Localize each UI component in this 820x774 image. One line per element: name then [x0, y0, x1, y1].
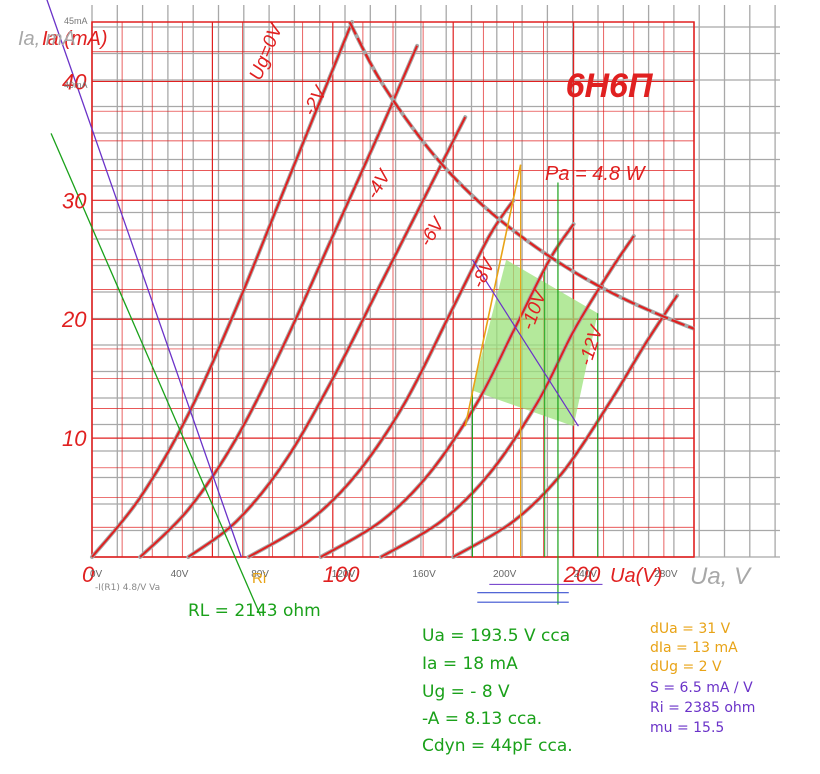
- dissipation-curve: [348, 21, 695, 330]
- operating-region: [472, 259, 598, 427]
- anode-curve-2: [187, 116, 467, 558]
- anode-curve-5: [380, 235, 635, 558]
- small-legend: -I(R1) 4.8/V Va: [95, 583, 160, 593]
- anode-curve-1: [139, 45, 418, 558]
- red-y-tick: 10: [62, 426, 87, 451]
- red-grid: [91, 21, 695, 558]
- gray-x-axis-label: Ua, V: [690, 563, 752, 590]
- chart-title: 6Н6П: [566, 67, 654, 105]
- load-line: [50, 133, 262, 617]
- curve-label-0: Ug=0V: [246, 19, 288, 83]
- gray-y-tick: 40mA: [64, 80, 88, 90]
- anode-curve-4: [320, 223, 575, 558]
- delta-ug-note: dUg = 2 V: [650, 659, 722, 675]
- ri-label: Ri: [252, 570, 266, 587]
- orange-slope-line: [464, 164, 522, 427]
- anode-curve-gray-2: [186, 115, 468, 559]
- purple-slope-line: [471, 259, 579, 427]
- dissipation-label: Pa = 4.8 W: [545, 163, 647, 185]
- anode-current-note: Ia = 18 mA: [422, 654, 518, 674]
- load-lines-layer: [46, 0, 603, 617]
- gray-x-tick: 80V: [251, 569, 269, 580]
- red-y-tick: 20: [61, 307, 87, 332]
- transconductance-note: S = 6.5 mA / V: [650, 680, 753, 696]
- red-x-tick: 0: [82, 562, 95, 587]
- anode-curve-3: [248, 199, 515, 558]
- gray-x-tick: 280V: [654, 569, 678, 580]
- anode-curve-6: [452, 294, 678, 558]
- internal-resistance-note: Ri = 2385 ohm: [650, 700, 756, 716]
- delta-ua-note: dUa = 31 V: [650, 621, 731, 637]
- gray-x-tick: 160V: [412, 569, 436, 580]
- anode-curve-gray-1: [138, 43, 420, 559]
- gray-x-tick: 120V: [332, 569, 356, 580]
- red-y-tick: 40: [62, 69, 87, 94]
- plot-frame: [91, 21, 695, 558]
- gray-x-tick: 240V: [574, 569, 598, 580]
- cdyn-note: Cdyn = 44pF cca.: [422, 736, 573, 756]
- gray-grid: [91, 5, 780, 558]
- y-axis-label: Ia (mA): [42, 28, 108, 50]
- gray-y-tick: 45mA: [64, 16, 88, 26]
- anode-curve-0: [91, 21, 353, 558]
- red-x-tick: 200: [563, 562, 601, 587]
- gray-x-tick: 0V: [90, 569, 103, 580]
- grid-voltage-note: Ug = - 8 V: [422, 682, 510, 702]
- gain-note: -A = 8.13 cca.: [422, 709, 543, 729]
- load-resistance-note: RL = 2143 ohm: [188, 601, 321, 621]
- gray-x-tick: 200V: [493, 569, 517, 580]
- x-axis-label: Ua(V): [610, 565, 662, 587]
- red-x-tick: 100: [323, 562, 360, 587]
- amplification-factor-note: mu = 15.5: [650, 720, 725, 736]
- anode-voltage-note: Ua = 193.5 V cca: [422, 626, 571, 646]
- red-y-tick: 30: [62, 188, 87, 213]
- gray-y-axis-label: Ia, mA: [18, 28, 76, 50]
- ri-line: [46, 0, 242, 558]
- gray-x-tick: 40V: [171, 569, 189, 580]
- operating-region-layer: [472, 259, 598, 427]
- anode-curves-layer: [90, 20, 695, 559]
- delta-ia-note: dIa = 13 mA: [650, 640, 738, 656]
